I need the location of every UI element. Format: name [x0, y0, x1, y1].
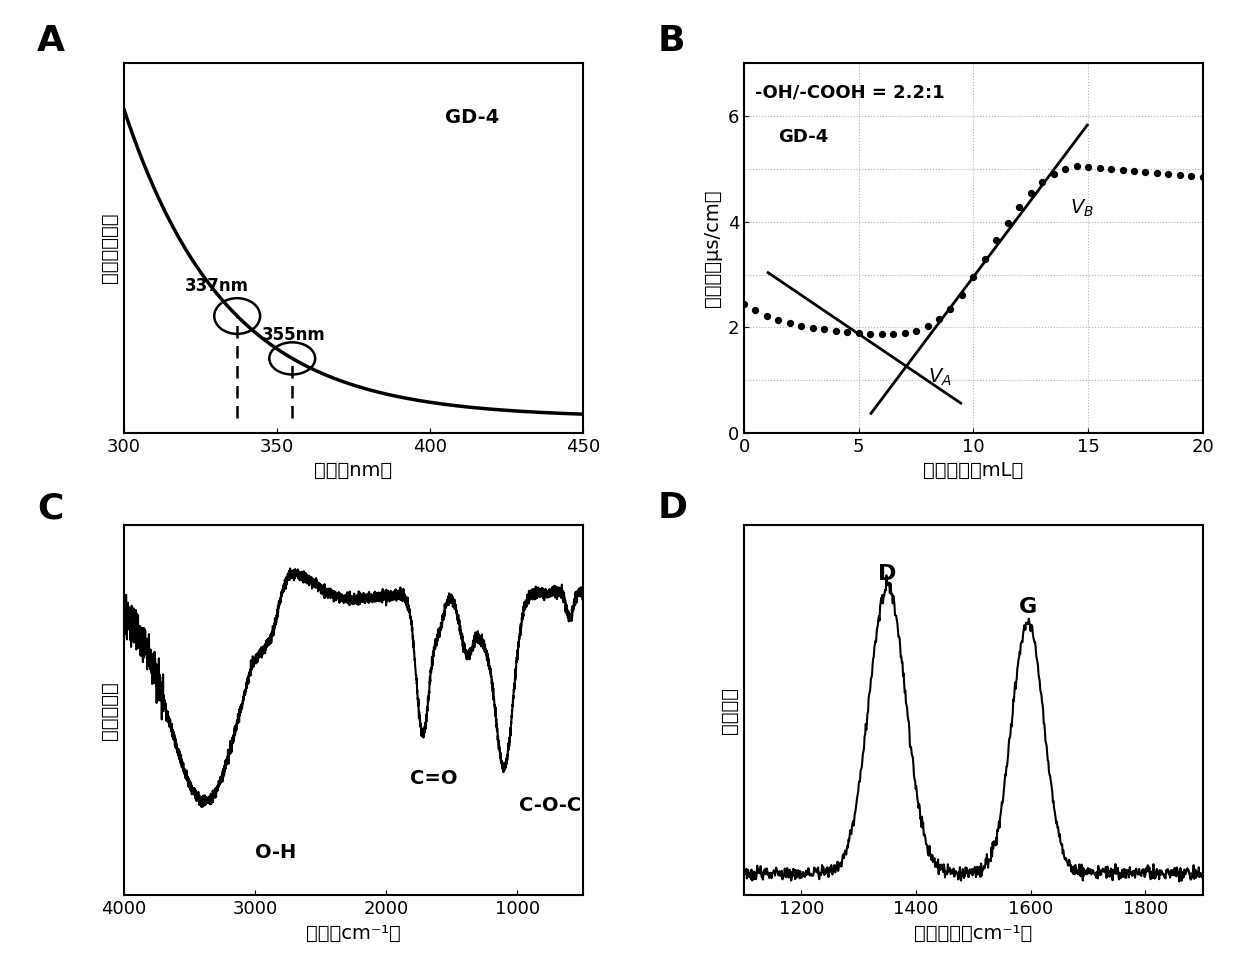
Point — [1101, 162, 1121, 177]
Point — [894, 325, 914, 341]
Text: 355nm: 355nm — [262, 326, 325, 343]
Text: A: A — [37, 24, 66, 58]
Text: GD-4: GD-4 — [445, 108, 500, 126]
Text: C=O: C=O — [409, 770, 458, 788]
Text: $V_B$: $V_B$ — [1070, 198, 1094, 219]
Point — [769, 312, 789, 328]
Point — [1112, 162, 1132, 178]
Point — [998, 215, 1018, 231]
Point — [941, 301, 961, 316]
Point — [986, 233, 1006, 248]
Text: $V_A$: $V_A$ — [928, 367, 951, 388]
Point — [1147, 165, 1167, 181]
Point — [1066, 159, 1086, 174]
Point — [734, 296, 754, 311]
Point — [791, 318, 811, 334]
Y-axis label: 导电率（μs/cm）: 导电率（μs/cm） — [703, 190, 722, 306]
Point — [1044, 166, 1064, 182]
Point — [883, 326, 903, 342]
Point — [1032, 174, 1052, 190]
Point — [952, 287, 972, 303]
Point — [826, 323, 846, 339]
Point — [975, 251, 994, 267]
Point — [1021, 185, 1040, 200]
X-axis label: 波数（cm⁻¹）: 波数（cm⁻¹） — [306, 923, 401, 943]
Point — [963, 270, 983, 285]
Point — [815, 322, 835, 338]
Text: O-H: O-H — [255, 844, 296, 862]
X-axis label: 拉曼位移（cm⁻¹）: 拉曼位移（cm⁻¹） — [914, 923, 1033, 943]
Text: B: B — [657, 24, 684, 58]
Point — [756, 307, 776, 323]
Point — [1158, 166, 1178, 182]
Text: GD-4: GD-4 — [779, 128, 828, 147]
Text: C-O-C: C-O-C — [518, 796, 580, 815]
X-axis label: 波长（nm）: 波长（nm） — [314, 461, 393, 481]
Y-axis label: 标准化吸光度: 标准化吸光度 — [99, 213, 119, 283]
Point — [872, 326, 892, 342]
Point — [1009, 199, 1029, 215]
Point — [861, 326, 880, 342]
Point — [1136, 164, 1156, 180]
Point — [918, 318, 937, 334]
Point — [929, 311, 949, 327]
Point — [906, 323, 926, 339]
Text: D: D — [878, 564, 897, 584]
Point — [745, 303, 765, 318]
Y-axis label: 相对强度: 相对强度 — [719, 687, 739, 734]
Point — [1078, 159, 1099, 174]
Point — [804, 320, 823, 336]
Point — [837, 324, 857, 340]
Point — [1090, 160, 1110, 175]
Text: -OH/-COOH = 2.2:1: -OH/-COOH = 2.2:1 — [755, 84, 945, 101]
X-axis label: 滴定体积（mL）: 滴定体积（mL） — [924, 461, 1023, 481]
Text: D: D — [657, 491, 687, 525]
Point — [1182, 168, 1202, 184]
Point — [1055, 162, 1075, 177]
Point — [1169, 167, 1189, 183]
Point — [1193, 169, 1213, 185]
Text: 337nm: 337nm — [185, 277, 249, 296]
Point — [848, 325, 868, 341]
Point — [1123, 163, 1143, 179]
Y-axis label: 相对透光度: 相对透光度 — [99, 681, 119, 739]
Text: C: C — [37, 491, 63, 525]
Text: G: G — [1019, 597, 1037, 617]
Point — [780, 315, 800, 331]
